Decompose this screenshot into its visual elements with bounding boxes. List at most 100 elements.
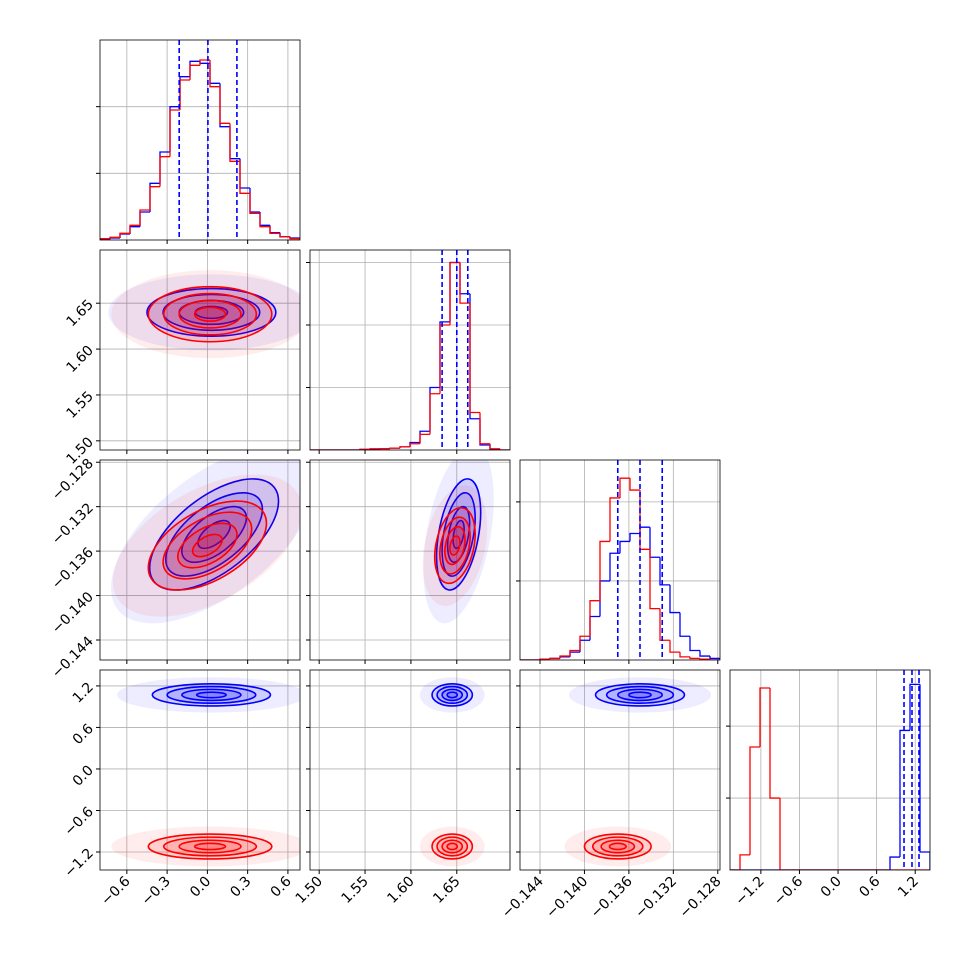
contour	[147, 285, 273, 343]
hist-step	[609, 497, 620, 542]
contour	[441, 839, 464, 854]
x-tick-label: 0.3	[227, 874, 254, 901]
contour	[628, 691, 652, 699]
hist-step	[629, 478, 640, 491]
contour	[147, 500, 268, 591]
contour	[191, 533, 223, 558]
contour	[162, 836, 258, 857]
x-tick-label: 1.65	[430, 874, 463, 907]
hist-step	[409, 443, 420, 447]
hist-step	[399, 446, 410, 449]
contour	[193, 306, 227, 322]
hist-step	[569, 651, 580, 657]
hist-step	[679, 612, 690, 637]
panel	[310, 460, 510, 660]
point-cloud	[419, 677, 485, 713]
contour	[446, 842, 459, 851]
panel	[100, 460, 300, 660]
hist-step	[419, 433, 430, 444]
hist-step	[549, 657, 560, 660]
y-tick-label: −0.136	[49, 545, 97, 593]
contour	[449, 535, 461, 556]
x-tick-label: 0.0	[818, 874, 845, 901]
panel	[310, 670, 510, 870]
contour	[439, 516, 471, 575]
hist-step	[749, 746, 760, 855]
panel-frame	[99, 249, 301, 451]
contour	[608, 842, 627, 851]
y-tick-label: −0.132	[49, 500, 97, 548]
contour	[166, 685, 257, 705]
x-tick-label: 1.50	[293, 874, 326, 907]
panel	[730, 670, 930, 870]
contour	[162, 511, 253, 580]
hist-step	[269, 225, 280, 234]
hist-step	[249, 188, 260, 213]
x-tick-label: −0.144	[499, 873, 547, 921]
x-tick-label: 0.6	[856, 873, 883, 900]
contour	[446, 691, 459, 699]
panel-frame	[99, 39, 301, 241]
x-tick-label: −0.6	[98, 873, 133, 908]
hist-step	[709, 659, 720, 660]
x-tick-label: 1.60	[384, 874, 417, 907]
hist-step	[699, 658, 710, 660]
hist-step	[139, 209, 150, 226]
contour	[441, 688, 464, 702]
y-tick-label: 1.2	[70, 679, 97, 706]
hist-step	[279, 233, 290, 238]
hist-step	[649, 527, 660, 558]
contour	[178, 839, 242, 854]
hist-step	[199, 61, 210, 64]
y-tick-label: −1.2	[61, 846, 96, 881]
hist-step	[679, 652, 690, 658]
hist-step	[179, 76, 190, 107]
hist-step	[669, 584, 680, 614]
hist-step	[639, 526, 650, 534]
hist-step	[139, 211, 150, 227]
hist-step	[769, 687, 780, 799]
hist-step	[649, 549, 660, 610]
point-cloud	[116, 677, 300, 713]
hist-step	[709, 656, 720, 660]
hist-step	[619, 540, 630, 554]
hist-step	[109, 236, 120, 239]
hist-step	[499, 448, 510, 450]
hist-step	[489, 443, 500, 450]
panel	[100, 670, 300, 870]
hist-step	[739, 854, 750, 870]
hist-step	[459, 262, 470, 304]
y-tick-label: −0.144	[49, 633, 97, 681]
contour	[433, 506, 476, 585]
hist-step	[149, 182, 160, 212]
x-tick-label: 1.55	[339, 874, 372, 907]
x-tick-label: 0.6	[268, 873, 295, 900]
y-tick-label: 0.6	[70, 721, 97, 748]
hist-step	[889, 856, 900, 870]
panel-frame	[729, 669, 931, 871]
contour	[436, 685, 469, 705]
contour	[193, 842, 227, 851]
x-tick-label: −0.3	[139, 874, 174, 909]
panel-frame	[309, 669, 511, 871]
hist-step	[209, 60, 220, 88]
y-tick-label: 1.55	[63, 388, 96, 421]
contour	[436, 836, 469, 857]
hist-step	[469, 303, 480, 414]
x-tick-label: −0.140	[543, 874, 591, 922]
hist-step	[689, 636, 700, 652]
hist-step	[159, 156, 170, 187]
hist-step	[599, 580, 610, 617]
y-tick-label: 0.0	[70, 762, 97, 789]
panel-frame	[519, 669, 721, 871]
hist-step	[129, 226, 140, 234]
point-cloud	[111, 826, 300, 867]
hist-step	[119, 232, 130, 238]
hist-step	[100, 238, 110, 240]
point-cloud	[419, 826, 485, 867]
hist-step	[689, 656, 700, 660]
panel-frame	[99, 669, 301, 871]
hist-step	[189, 60, 200, 77]
hist-step	[119, 233, 130, 238]
